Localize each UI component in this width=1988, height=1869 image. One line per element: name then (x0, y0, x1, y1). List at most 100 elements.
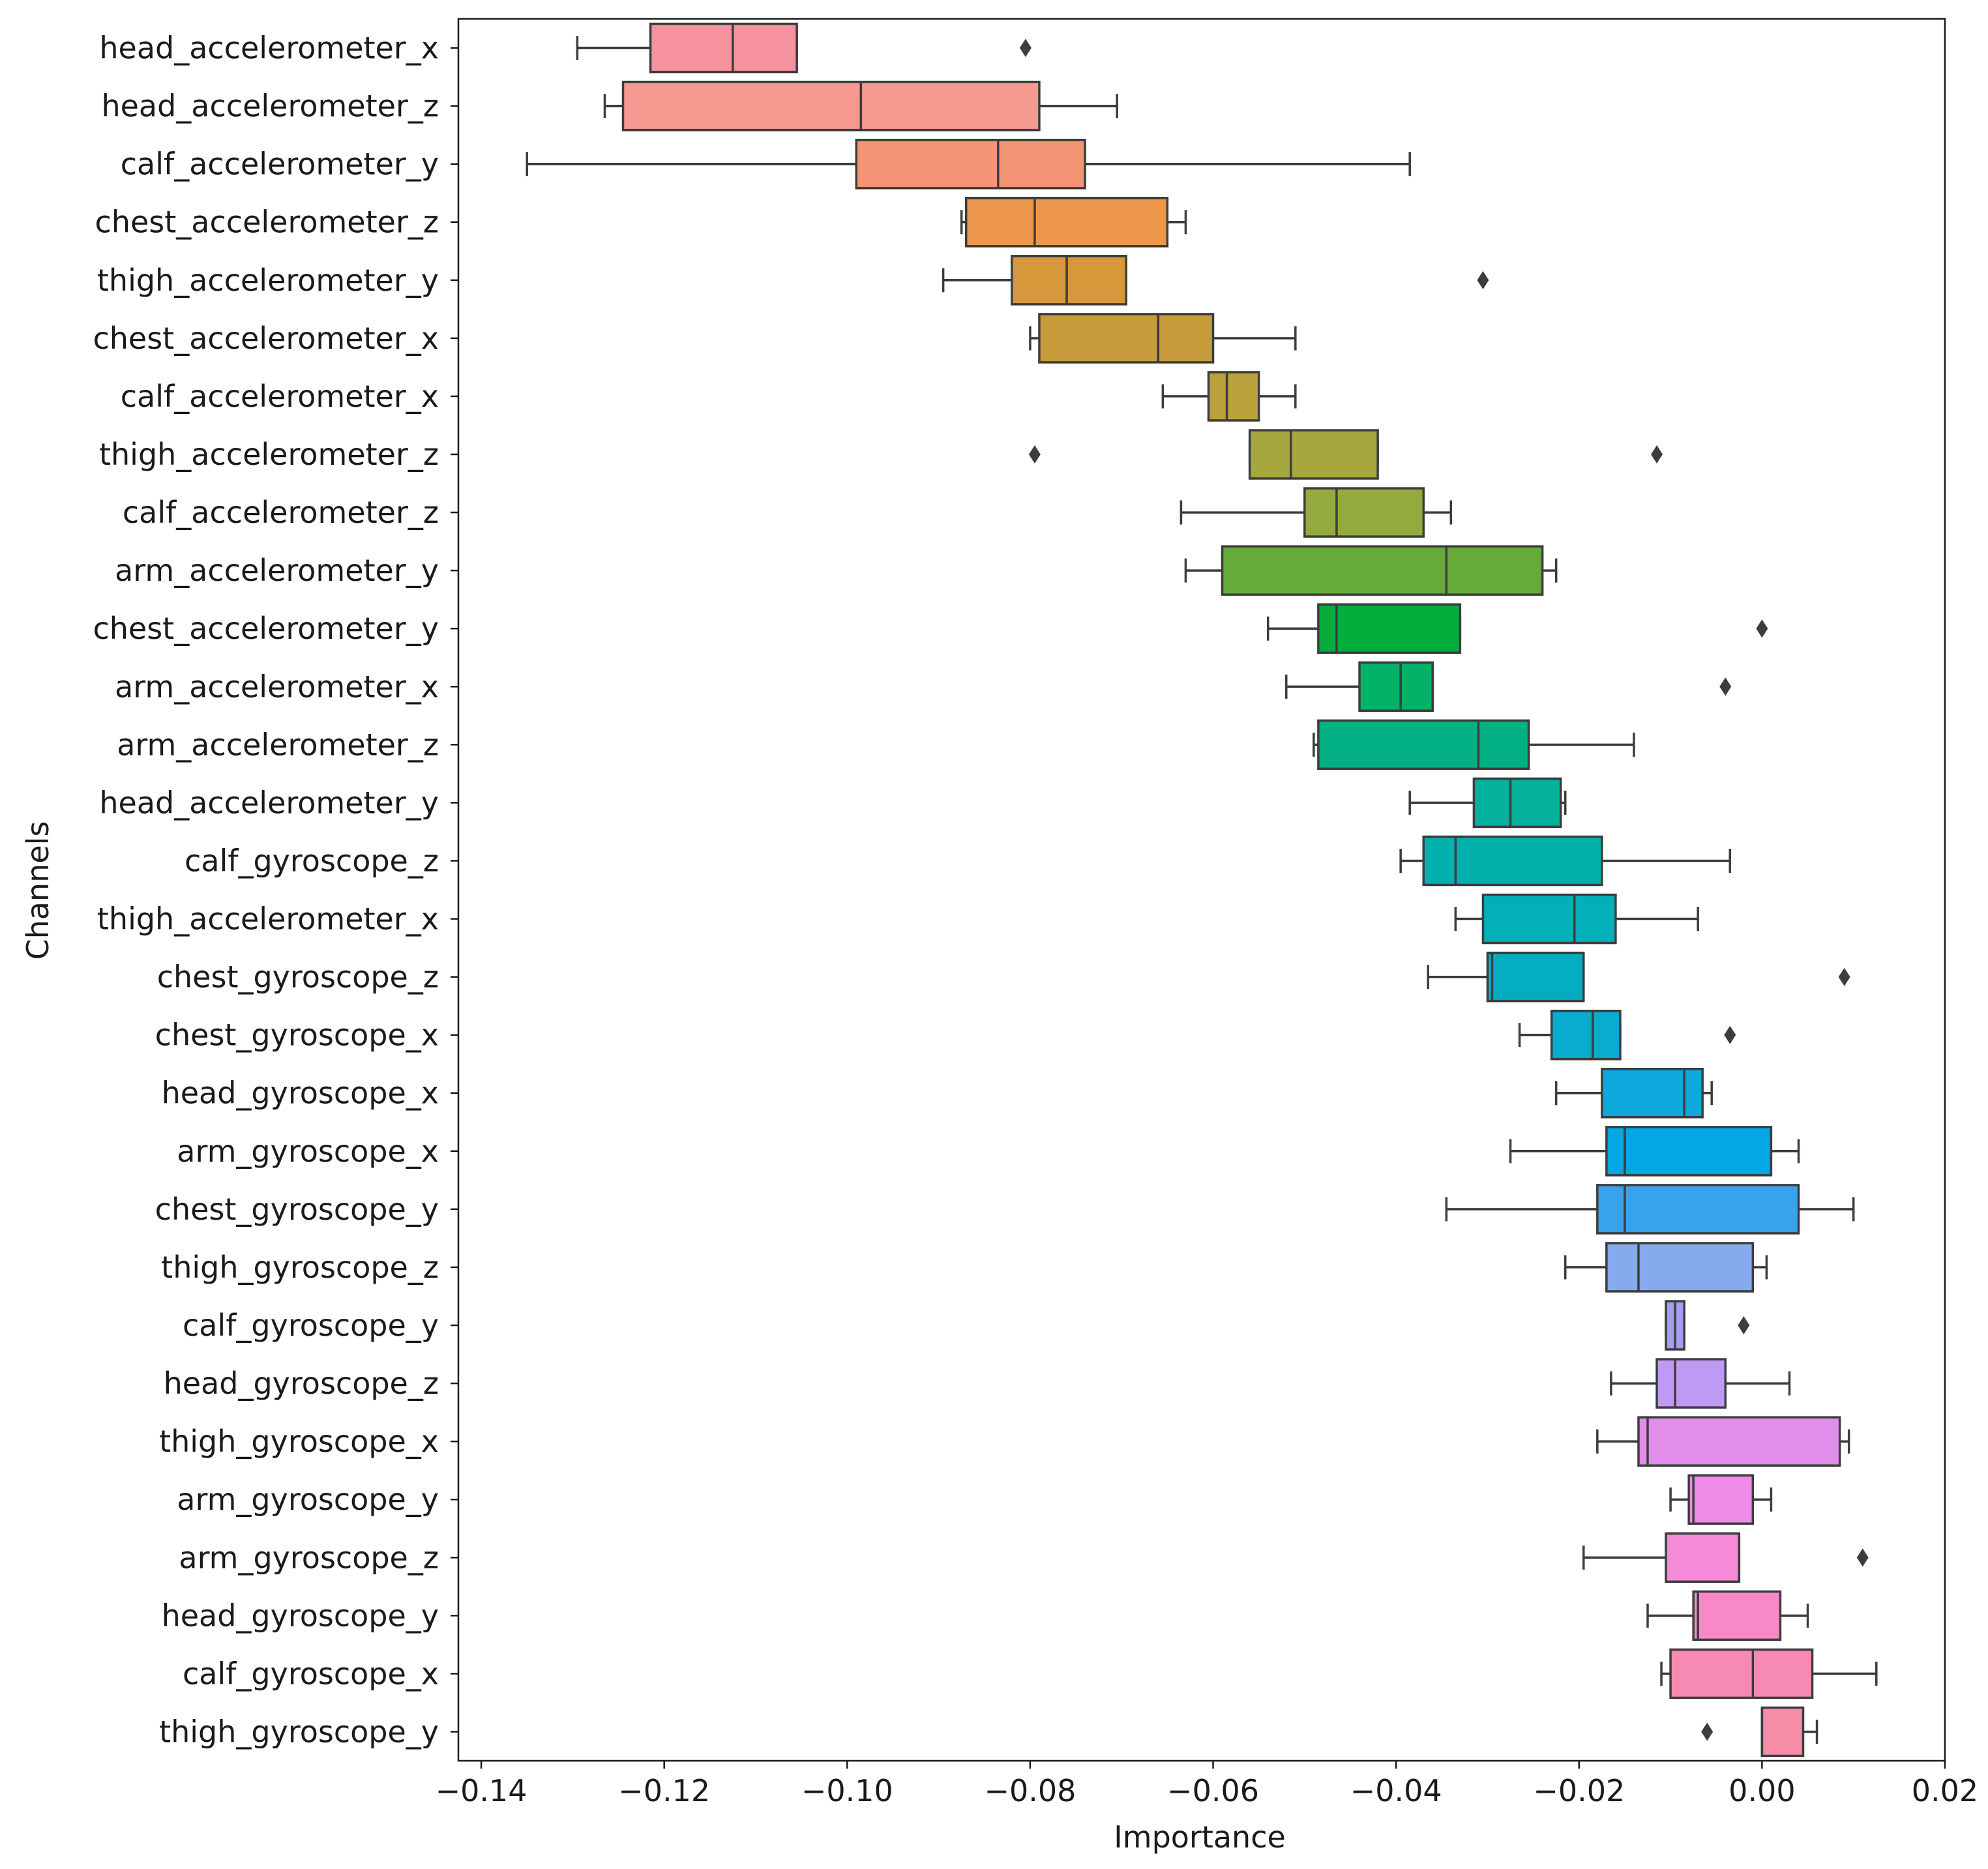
y-tick-label: head_accelerometer_x (99, 31, 439, 66)
y-tick-label: chest_accelerometer_z (95, 205, 439, 240)
box-iqr (1605, 1242, 1755, 1293)
box-iqr (1317, 719, 1530, 771)
x-tick-label: −0.10 (801, 1773, 893, 1808)
box-calf_gyroscope_y (1665, 1300, 1685, 1351)
y-tick-label: calf_gyroscope_z (185, 843, 439, 878)
box-arm_gyroscope_x (1509, 1126, 1800, 1177)
box-calf_accelerometer_x (1161, 371, 1297, 422)
box-iqr (1481, 893, 1617, 945)
plot-frame (457, 18, 1946, 1762)
box-iqr (1692, 1590, 1782, 1641)
box-head_gyroscope_y (1646, 1590, 1809, 1641)
outlier-marker (1651, 445, 1663, 464)
x-tick-label: −0.14 (436, 1773, 527, 1808)
y-tick-label: arm_accelerometer_x (115, 669, 439, 704)
box-head_gyroscope_z (1610, 1358, 1791, 1409)
box-iqr (1221, 545, 1544, 596)
x-axis-label: Importance (1114, 1819, 1286, 1855)
box-chest_accelerometer_z (960, 196, 1187, 248)
outlier-marker (1701, 1722, 1714, 1741)
y-tick-label: chest_gyroscope_z (157, 960, 439, 995)
x-tick-label: 0.00 (1728, 1773, 1795, 1808)
box-iqr (1605, 1126, 1773, 1177)
outlier-marker (1856, 1548, 1869, 1567)
box-calf_accelerometer_z (1179, 487, 1453, 538)
box-head_accelerometer_x (576, 22, 798, 74)
y-tick-label: calf_accelerometer_y (121, 147, 439, 182)
box-thigh_gyroscope_x (1596, 1416, 1850, 1467)
box-chest_accelerometer_y (1266, 603, 1462, 654)
box-head_gyroscope_x (1554, 1067, 1713, 1119)
box-iqr (1472, 777, 1562, 829)
y-tick-label: head_accelerometer_y (99, 785, 439, 820)
box-arm_accelerometer_z (1313, 719, 1635, 771)
box-arm_accelerometer_y (1184, 545, 1558, 596)
y-tick-label: calf_accelerometer_x (121, 379, 439, 414)
box-iqr (855, 138, 1086, 190)
outlier-marker (1838, 967, 1850, 986)
x-tick-label: −0.04 (1350, 1773, 1442, 1808)
box-iqr (1637, 1416, 1841, 1467)
y-tick-label: arm_gyroscope_y (177, 1482, 439, 1517)
box-iqr (1248, 429, 1379, 480)
box-iqr (1422, 835, 1603, 887)
y-tick-label: head_gyroscope_x (162, 1076, 439, 1111)
outlier-layer (1019, 38, 1869, 1741)
y-tick-label: head_gyroscope_y (162, 1598, 439, 1633)
y-tick-label: thigh_gyroscope_y (159, 1714, 439, 1749)
y-tick-label: arm_gyroscope_x (177, 1134, 439, 1169)
box-iqr (1358, 661, 1434, 713)
box-iqr (1303, 487, 1425, 538)
y-tick-label: arm_accelerometer_z (117, 727, 439, 762)
y-tick-label: head_gyroscope_z (164, 1366, 439, 1401)
y-tick-label: thigh_accelerometer_z (99, 437, 439, 472)
outlier-marker (1477, 271, 1489, 289)
y-tick-label: calf_accelerometer_z (123, 495, 439, 530)
outlier-marker (1724, 1025, 1736, 1044)
y-tick-label: chest_accelerometer_y (93, 611, 439, 646)
box-iqr (1011, 255, 1127, 306)
outlier-marker (1019, 38, 1031, 57)
box-iqr (1317, 603, 1462, 654)
box-iqr (1601, 1067, 1704, 1119)
box-iqr (1687, 1474, 1755, 1525)
y-tick-label: calf_gyroscope_y (183, 1308, 439, 1343)
box-iqr (1550, 1009, 1622, 1061)
x-tick-label: −0.12 (618, 1773, 710, 1808)
box-iqr (1665, 1532, 1741, 1583)
y-tick-label: thigh_accelerometer_x (97, 902, 439, 937)
box-iqr (1486, 951, 1585, 1003)
box-arm_gyroscope_y (1669, 1474, 1773, 1525)
box-calf_accelerometer_y (526, 138, 1411, 190)
y-tick-label: arm_gyroscope_z (179, 1540, 439, 1575)
y-tick-label: head_accelerometer_z (101, 89, 439, 124)
box-layer (526, 22, 1878, 1758)
y-tick-label: calf_gyroscope_x (183, 1656, 439, 1691)
y-tick-label: thigh_accelerometer_y (97, 263, 439, 298)
box-head_accelerometer_z (603, 80, 1118, 132)
y-axis-ticks: head_accelerometer_x head_accelerometer_z… (93, 31, 458, 1749)
box-chest_gyroscope_y (1445, 1184, 1855, 1235)
box-iqr (1669, 1648, 1814, 1700)
box-iqr (1038, 313, 1215, 364)
box-iqr (1207, 371, 1260, 422)
outlier-marker (1756, 619, 1768, 638)
y-tick-label: thigh_gyroscope_x (159, 1424, 439, 1459)
box-thigh_accelerometer_x (1454, 893, 1699, 945)
x-axis-ticks: −0.14 −0.12 −0.10 −0.08 −0.06 −0.04 −0.02 0.00 0… (436, 1761, 1978, 1808)
y-tick-label: arm_accelerometer_y (115, 553, 439, 588)
box-thigh_accelerometer_y (942, 255, 1127, 306)
box-calf_gyroscope_x (1660, 1648, 1878, 1700)
box-thigh_gyroscope_y (1760, 1706, 1818, 1758)
box-iqr (1760, 1706, 1805, 1758)
outlier-marker (1719, 677, 1732, 696)
box-head_accelerometer_y (1408, 777, 1567, 829)
outlier-marker (1028, 445, 1041, 464)
box-iqr (964, 196, 1169, 248)
box-thigh_accelerometer_z (1248, 429, 1379, 480)
y-tick-label: chest_gyroscope_y (155, 1192, 439, 1227)
outlier-marker (1738, 1316, 1750, 1334)
y-axis-label: Channels (20, 821, 55, 960)
box-iqr (621, 80, 1041, 132)
